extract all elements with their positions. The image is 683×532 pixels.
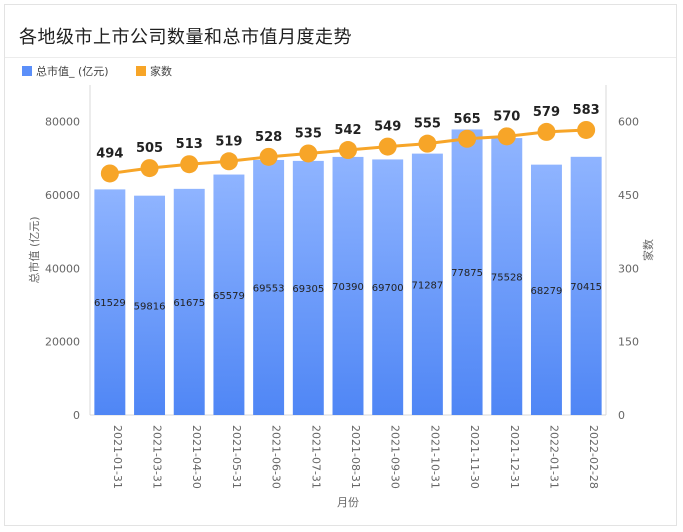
bar	[332, 156, 364, 416]
bar-value-label: 70415	[570, 282, 602, 293]
line-point	[577, 120, 596, 139]
y-right-tick-label: 0	[618, 409, 625, 422]
y-left-tick-label: 20000	[45, 336, 80, 349]
legend-swatch-line	[136, 66, 146, 76]
bar-value-label: 61529	[94, 298, 126, 309]
line-value-label: 505	[136, 141, 163, 156]
line-point	[140, 159, 159, 178]
x-tick-label: 2021-01-31	[111, 425, 124, 489]
bar-value-label: 65579	[213, 291, 245, 302]
bar	[451, 129, 483, 416]
bar-value-label: 77875	[451, 268, 483, 279]
line-point	[537, 122, 556, 141]
line-value-label: 542	[334, 123, 361, 138]
bar	[411, 153, 443, 416]
bar-value-label: 71287	[411, 280, 443, 291]
bar-value-label: 68279	[531, 286, 563, 297]
line-point	[378, 137, 397, 156]
bar	[491, 138, 523, 415]
x-tick-label: 2022-02-28	[587, 425, 600, 489]
bar	[570, 156, 602, 416]
x-tick-label: 2022-01-31	[547, 425, 560, 489]
bar	[530, 164, 562, 415]
line-value-label: 583	[573, 103, 600, 118]
line-point	[418, 134, 437, 153]
line-point	[219, 152, 238, 171]
bar	[292, 160, 324, 415]
y-axis-right-title: 家数	[641, 239, 655, 261]
line-value-label: 565	[454, 112, 481, 127]
line-value-label: 494	[96, 146, 123, 161]
line-point	[259, 147, 278, 166]
x-tick-label: 2021-05-31	[230, 425, 243, 489]
y-left-tick-label: 60000	[45, 189, 80, 202]
x-tick-label: 2021-04-30	[190, 425, 203, 489]
bar-value-label: 69700	[372, 283, 404, 294]
x-tick-label: 2021-08-31	[349, 425, 362, 489]
y-right-tick-label: 150	[618, 336, 639, 349]
bar-value-label: 69553	[253, 283, 285, 294]
line-value-label: 555	[414, 117, 441, 132]
line-point	[339, 141, 357, 160]
line-value-label: 570	[493, 109, 520, 124]
bar	[173, 188, 205, 415]
bar-value-label: 75528	[491, 273, 523, 284]
legend-swatch-bars	[22, 66, 32, 76]
y-right-tick-label: 300	[618, 262, 639, 275]
bar-value-label: 70390	[332, 282, 364, 293]
line-point	[100, 164, 119, 183]
title-divider	[5, 57, 676, 58]
y-left-tick-label: 80000	[45, 116, 80, 129]
x-tick-label: 2021-12-31	[508, 425, 521, 489]
line-point	[458, 129, 477, 148]
x-tick-label: 2021-11-30	[468, 425, 481, 489]
line-value-label: 528	[255, 130, 282, 145]
line-value-label: 513	[176, 137, 203, 152]
legend-label-line: 家数	[150, 64, 172, 78]
legend-label-bars: 总市值_ (亿元)	[36, 64, 109, 78]
bar-value-label: 61675	[173, 298, 205, 309]
bar-value-label: 69305	[292, 284, 324, 295]
x-tick-label: 2021-09-30	[389, 425, 402, 489]
y-right-tick-label: 450	[618, 189, 639, 202]
bar	[253, 159, 285, 415]
line-point	[299, 144, 318, 163]
x-axis-title: 月份	[337, 496, 359, 509]
y-right-tick-label: 600	[618, 116, 639, 129]
chart-title: 各地级市上市公司数量和总市值月度走势	[19, 27, 352, 48]
y-left-tick-label: 40000	[45, 262, 80, 275]
bar	[372, 159, 404, 415]
line-point	[497, 127, 516, 146]
bar	[213, 174, 245, 415]
bar-value-label: 59816	[134, 301, 166, 312]
line-value-label: 579	[533, 105, 560, 120]
bar	[134, 195, 166, 415]
x-tick-label: 2021-06-30	[270, 425, 283, 489]
y-left-tick-label: 0	[73, 409, 80, 422]
line-value-label: 535	[295, 126, 322, 141]
line-point	[180, 155, 199, 174]
line-value-label: 519	[215, 134, 242, 149]
y-axis-left-title: 总市值 (亿元)	[27, 216, 41, 283]
line-value-label: 549	[374, 120, 401, 135]
bar	[94, 189, 126, 415]
x-tick-label: 2021-10-31	[428, 425, 441, 489]
x-tick-label: 2021-03-31	[151, 425, 164, 489]
x-tick-label: 2021-07-31	[309, 425, 322, 489]
